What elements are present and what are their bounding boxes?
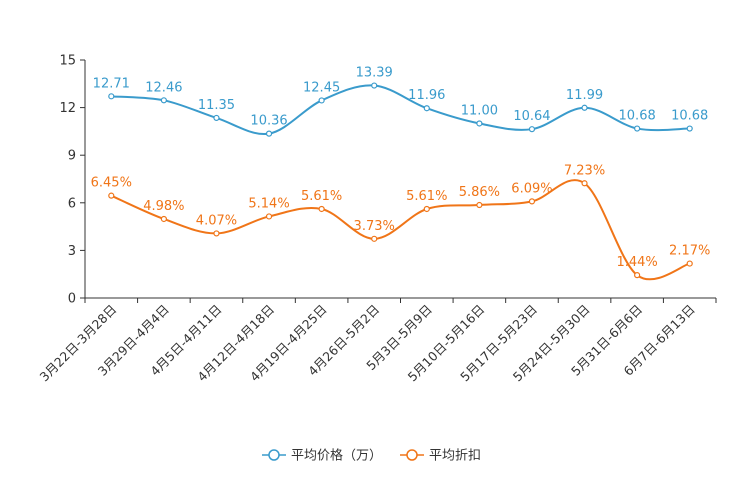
data-point[interactable]	[318, 97, 325, 104]
data-point[interactable]	[213, 114, 220, 122]
data-point[interactable]	[686, 260, 693, 267]
legend-label: 平均折扣	[429, 449, 481, 464]
y-tick-label: 12	[59, 101, 76, 116]
data-label: 10.68	[619, 109, 656, 124]
data-label: 10.64	[513, 109, 550, 124]
data-label: 1.44%	[616, 255, 657, 270]
data-point[interactable]	[108, 192, 115, 199]
data-label: 7.23%	[564, 163, 605, 178]
data-label: 5.61%	[301, 189, 342, 204]
data-label: 4.98%	[143, 199, 184, 214]
data-label: 12.45	[303, 80, 340, 95]
series-layer: 12.71 12.46 11.35 10.36 12.45 13.39 11.96 11.00…	[91, 66, 710, 281]
data-point[interactable]	[160, 97, 167, 104]
legend: 平均价格（万） 平均折扣	[262, 448, 481, 464]
data-point[interactable]	[634, 272, 641, 279]
data-point[interactable]	[528, 126, 536, 133]
data-point[interactable]	[686, 125, 693, 132]
legend-item-avg-discount[interactable]: 平均折扣	[400, 449, 481, 464]
data-label: 10.36	[250, 114, 287, 129]
data-point[interactable]	[423, 105, 430, 112]
data-label: 3.73%	[354, 219, 395, 234]
data-label: 6.09%	[511, 181, 552, 196]
data-point[interactable]	[160, 215, 167, 223]
data-label: 5.61%	[406, 189, 447, 204]
data-point[interactable]	[476, 120, 483, 127]
data-point[interactable]	[371, 82, 378, 89]
legend-swatch-marker	[406, 449, 418, 461]
data-label: 5.86%	[459, 185, 500, 200]
data-label: 10.68	[671, 109, 708, 124]
data-point[interactable]	[318, 205, 325, 213]
data-label: 2.17%	[669, 244, 710, 259]
y-tick-label: 6	[68, 196, 76, 211]
data-label: 11.35	[198, 98, 235, 113]
legend-swatch-marker	[268, 449, 280, 461]
y-tick-label: 3	[68, 244, 76, 259]
data-point[interactable]	[108, 93, 115, 100]
data-label: 12.71	[93, 76, 130, 91]
data-point[interactable]	[213, 230, 220, 237]
series-line	[111, 84, 690, 136]
data-point[interactable]	[265, 130, 273, 137]
data-label: 13.39	[356, 66, 393, 81]
y-tick-label: 15	[59, 54, 76, 69]
data-label: 11.96	[408, 88, 445, 103]
data-label: 12.46	[145, 80, 182, 95]
legend-label: 平均价格（万）	[291, 448, 382, 464]
series-line	[110, 179, 691, 281]
data-label: 11.99	[566, 88, 603, 103]
data-point[interactable]	[476, 201, 483, 209]
data-point[interactable]	[371, 235, 378, 242]
y-tick-label: 0	[68, 292, 76, 307]
data-point[interactable]	[581, 104, 588, 111]
data-point[interactable]	[528, 198, 536, 205]
data-label: 6.45%	[91, 176, 132, 191]
data-point[interactable]	[423, 205, 430, 213]
series-avg-discount: 6.45% 4.98% 4.07% 5.14% 5.61% 3.73% 5.61% 5.86%…	[91, 163, 710, 281]
y-tick-label: 9	[68, 149, 76, 164]
data-label: 4.07%	[196, 213, 237, 228]
data-label: 5.14%	[248, 196, 289, 211]
data-point[interactable]	[265, 213, 273, 220]
series-avg-price: 12.71 12.46 11.35 10.36 12.45 13.39 11.96 11.00…	[93, 66, 708, 137]
data-point[interactable]	[634, 125, 641, 132]
legend-item-avg-price[interactable]: 平均价格（万）	[262, 448, 382, 464]
data-label: 11.00	[461, 103, 498, 118]
data-point[interactable]	[581, 180, 588, 187]
